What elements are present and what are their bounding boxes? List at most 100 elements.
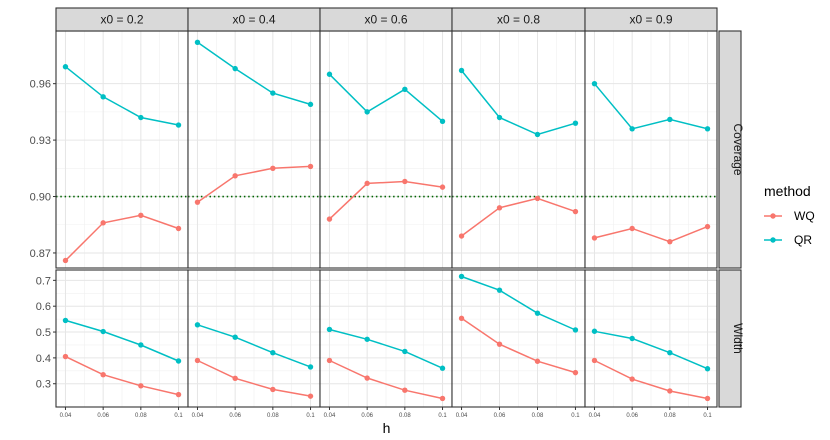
panel-width-3 [319, 269, 453, 408]
data-point-wq [629, 225, 635, 232]
panel-coverage-4 [451, 30, 586, 269]
series-line-wq [64, 214, 179, 262]
data-point-wq [307, 393, 314, 399]
data-point-wq [100, 220, 106, 226]
data-point-qr [307, 101, 314, 108]
series-line-qr [328, 73, 443, 122]
panel-coverage-2 [187, 30, 321, 269]
x-tick-label: 0.1 [571, 413, 580, 419]
data-point-wq [138, 212, 144, 219]
y-tick-label: 0.90 [30, 192, 51, 204]
data-point-qr [232, 334, 238, 340]
facet-strip [718, 30, 742, 269]
data-point-wq [667, 238, 673, 245]
x-tick-label: 0.06 [361, 413, 373, 419]
data-point-qr [175, 122, 182, 128]
legend-label: WQ [794, 209, 815, 223]
x-tick-label: 0.08 [664, 413, 676, 419]
facet-strip-label: x0 = 0.4 [232, 13, 275, 27]
x-tick-label: 0.08 [267, 413, 279, 419]
data-point-qr [364, 109, 370, 115]
data-point-wq [458, 233, 465, 239]
data-point-qr [496, 287, 503, 293]
data-point-wq [232, 375, 238, 382]
data-point-wq [496, 341, 503, 347]
legend-key-point [770, 237, 776, 243]
series-line-wq [594, 359, 708, 400]
series-line-qr [65, 66, 179, 126]
series-line-wq [328, 180, 443, 220]
data-point-wq [572, 208, 579, 215]
data-point-qr [270, 350, 276, 356]
data-point-qr [591, 328, 598, 334]
data-point-wq [458, 315, 465, 322]
x-axis-title: h [383, 420, 391, 436]
data-point-qr [364, 336, 370, 342]
series-line-wq [197, 165, 311, 203]
panel-coverage-1 [55, 30, 189, 269]
data-point-qr [402, 86, 408, 93]
data-point-qr [100, 94, 106, 100]
data-point-wq [704, 223, 711, 230]
data-point-wq [307, 163, 314, 170]
data-point-qr [138, 342, 144, 348]
data-point-qr [439, 118, 446, 124]
data-point-qr [62, 64, 69, 70]
legend: method WQ QR [764, 183, 815, 247]
x-tick-label: 0.1 [438, 413, 447, 419]
data-point-qr [138, 114, 144, 121]
x-tick-label: 0.1 [703, 413, 712, 419]
x-tick-label: 0.1 [174, 413, 183, 419]
data-point-wq [704, 395, 711, 402]
data-point-qr [496, 114, 503, 121]
data-point-wq [270, 386, 276, 393]
data-point-wq [100, 371, 106, 378]
x-tick-label: 0.1 [306, 413, 315, 419]
series-line-wq [461, 317, 576, 374]
x-tick-label: 0.08 [399, 413, 411, 419]
data-point-wq [534, 195, 541, 202]
data-point-wq [194, 199, 201, 205]
data-point-qr [458, 273, 465, 280]
panel-width-2 [187, 269, 321, 408]
data-point-qr [402, 348, 408, 355]
series-line-qr [197, 324, 311, 368]
series-line-qr [593, 83, 708, 130]
facet-strip-label: x0 = 0.8 [497, 13, 540, 27]
data-point-wq [591, 235, 598, 241]
panel-border [584, 269, 718, 408]
data-point-wq [62, 353, 69, 360]
data-point-wq [194, 357, 201, 364]
x-tick-label: 0.08 [135, 413, 147, 419]
series-line-qr [197, 41, 311, 106]
y-tick-label: 0.87 [30, 248, 51, 260]
data-point-wq [402, 387, 408, 393]
y-tick-label: 0.3 [36, 379, 51, 391]
series-line-wq [461, 197, 576, 237]
facet-strip-label: Width [731, 323, 745, 354]
x-tick-label: 0.06 [229, 413, 241, 419]
data-point-wq [402, 178, 408, 185]
data-point-wq [364, 375, 370, 381]
data-point-wq [232, 173, 238, 179]
data-point-wq [496, 205, 503, 211]
data-point-wq [326, 216, 333, 222]
data-point-wq [62, 257, 69, 264]
facet-strip-label: x0 = 0.6 [364, 13, 407, 27]
panel-width-5 [584, 269, 718, 408]
data-point-qr [458, 67, 465, 74]
data-point-wq [270, 165, 276, 172]
legend-title: method [764, 183, 811, 199]
data-point-qr [667, 350, 673, 356]
series-line-wq [329, 359, 443, 400]
data-point-qr [326, 326, 333, 333]
x-tick-label: 0.04 [60, 413, 72, 419]
data-point-qr [572, 327, 579, 333]
data-point-wq [629, 376, 635, 382]
data-point-qr [232, 65, 238, 72]
data-point-wq [175, 391, 182, 398]
series-line-qr [594, 330, 708, 370]
facet-strip-label: x0 = 0.2 [100, 13, 143, 27]
data-point-qr [704, 126, 711, 132]
